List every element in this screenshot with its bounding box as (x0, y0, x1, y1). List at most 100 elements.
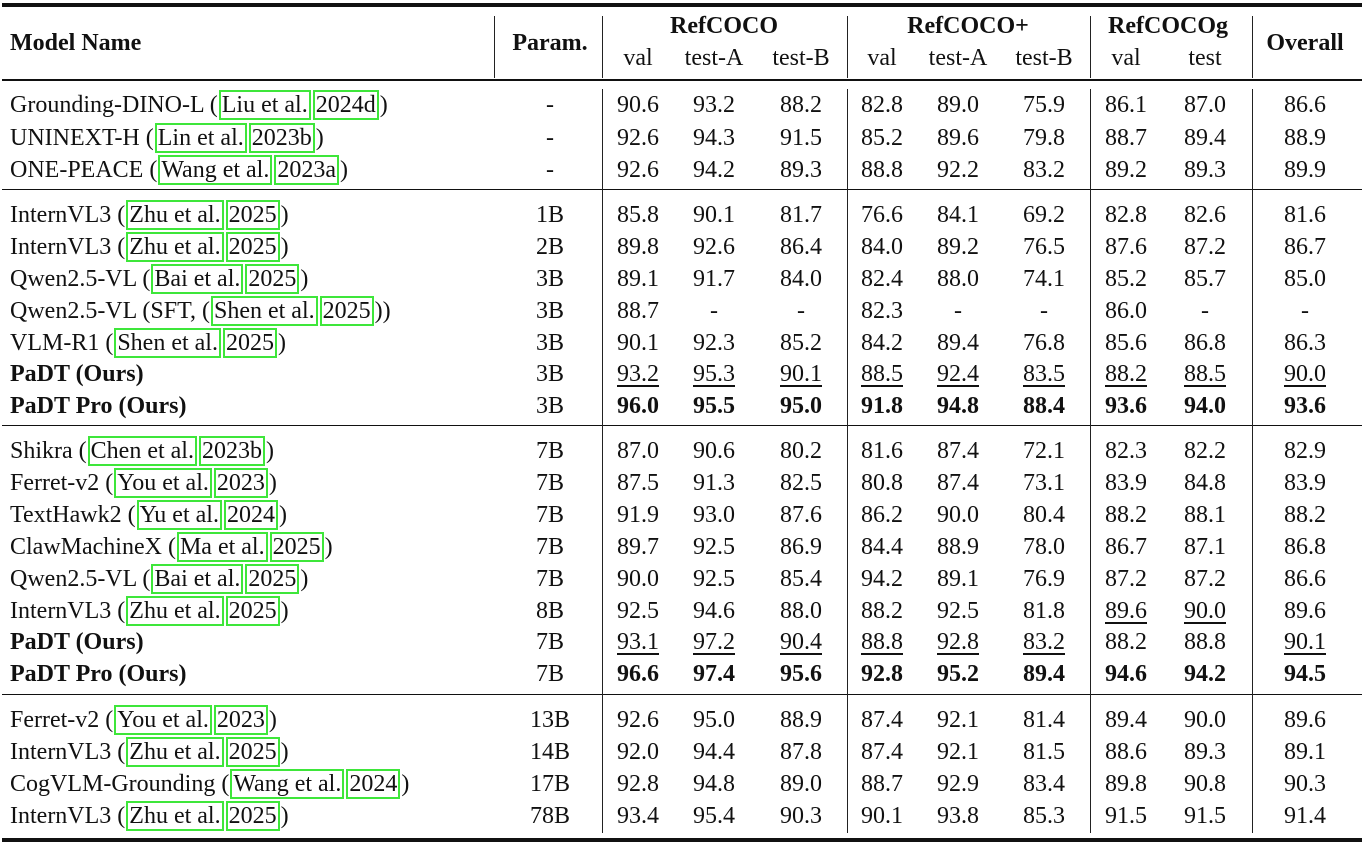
param-cell: 3B (535, 266, 565, 292)
citation-link[interactable]: You et al. (114, 705, 212, 735)
param-cell: 7B (535, 502, 565, 528)
param-cell: 3B (535, 393, 565, 419)
score-cell: 95.0 (693, 707, 735, 733)
score-cell: 91.8 (861, 393, 903, 419)
score-cell: 89.6 (1105, 598, 1147, 624)
citation-link[interactable]: 2023 (213, 468, 268, 498)
citation-link[interactable]: Shen et al. (210, 296, 318, 326)
subheader-val: val (623, 45, 653, 71)
score-cell: 92.5 (937, 598, 979, 624)
score-cell: 97.2 (693, 629, 735, 655)
model-name: InternVL3 (Zhu et al. 2025) (10, 737, 289, 767)
citation-link[interactable]: Wang et al. (230, 769, 345, 799)
model-name-suffix: ) (265, 438, 274, 464)
score-cell: 85.2 (861, 125, 903, 151)
score-cell: 87.2 (1184, 566, 1226, 592)
citation-link[interactable]: Zhu et al. (126, 737, 224, 767)
score-cell: 92.6 (693, 234, 735, 260)
score-cell: 92.8 (617, 771, 659, 797)
citation-link[interactable]: 2025 (269, 532, 324, 562)
score-cell: 90.1 (617, 330, 659, 356)
score-cell: 83.2 (1023, 157, 1065, 183)
score-cell: 87.2 (1105, 566, 1147, 592)
score-cell: 82.2 (1184, 438, 1226, 464)
score-cell: 94.8 (693, 771, 735, 797)
horizontal-rule (2, 79, 1362, 81)
column-separator (602, 89, 604, 833)
citation-link[interactable]: 2025 (245, 264, 300, 294)
param-cell: 7B (535, 629, 565, 655)
score-cell: 73.1 (1023, 470, 1065, 496)
citation-link[interactable]: 2023b (248, 123, 315, 153)
score-cell: 95.4 (693, 803, 735, 829)
model-name-text: InternVL3 ( (10, 234, 126, 260)
citation-link[interactable]: Bai et al. (151, 264, 244, 294)
column-separator (847, 16, 849, 78)
header-model-name: Model Name (10, 30, 142, 56)
score-cell: 83.5 (1023, 361, 1065, 387)
score-cell: 85.0 (1284, 266, 1326, 292)
citation-link[interactable]: Shen et al. (114, 328, 221, 358)
score-cell: 94.6 (693, 598, 735, 624)
citation-link[interactable]: 2023a (274, 155, 340, 185)
citation-link[interactable]: 2025 (245, 564, 300, 594)
citation-link[interactable]: 2025 (319, 296, 374, 326)
citation-link[interactable]: 2025 (225, 200, 280, 230)
column-separator (494, 16, 496, 78)
citation-link[interactable]: 2025 (225, 232, 280, 262)
score-cell: 94.2 (861, 566, 903, 592)
citation-link[interactable]: 2025 (225, 801, 280, 831)
score-cell: - (710, 298, 718, 324)
citation-link[interactable]: Zhu et al. (126, 232, 224, 262)
citation-link[interactable]: 2025 (222, 328, 277, 358)
model-name: InternVL3 (Zhu et al. 2025) (10, 596, 289, 626)
score-cell: 76.6 (861, 202, 903, 228)
score-cell: 82.5 (780, 470, 822, 496)
score-cell: 88.2 (1105, 629, 1147, 655)
score-cell: 85.8 (617, 202, 659, 228)
score-cell: 86.7 (1284, 234, 1326, 260)
score-cell: 86.6 (1284, 566, 1326, 592)
score-cell: 88.8 (861, 157, 903, 183)
citation-link[interactable]: Liu et al. (218, 90, 311, 120)
citation-link[interactable]: You et al. (114, 468, 212, 498)
citation-link[interactable]: 2025 (225, 737, 280, 767)
score-cell: 72.1 (1023, 438, 1065, 464)
score-cell: 97.4 (693, 661, 735, 687)
score-cell: 81.5 (1023, 739, 1065, 765)
score-cell: - (1040, 298, 1048, 324)
score-cell: 83.4 (1023, 771, 1065, 797)
citation-link[interactable]: 2024d (312, 90, 379, 120)
citation-link[interactable]: 2024 (223, 500, 278, 530)
citation-link[interactable]: Wang et al. (158, 155, 273, 185)
score-cell: 85.2 (1105, 266, 1147, 292)
score-cell: 88.0 (780, 598, 822, 624)
horizontal-rule (2, 189, 1362, 191)
citation-link[interactable]: Bai et al. (151, 564, 244, 594)
score-cell: 90.8 (1184, 771, 1226, 797)
citation-link[interactable]: 2024 (346, 769, 401, 799)
score-cell: 93.2 (617, 361, 659, 387)
score-cell: 80.8 (861, 470, 903, 496)
citation-link[interactable]: Zhu et al. (126, 801, 224, 831)
score-cell: 92.6 (617, 125, 659, 151)
citation-link[interactable]: Chen et al. (87, 436, 197, 466)
score-cell: 88.7 (1105, 125, 1147, 151)
score-cell: 79.8 (1023, 125, 1065, 151)
score-cell: 87.4 (861, 739, 903, 765)
model-name: Ferret-v2 (You et al. 2023) (10, 468, 277, 498)
citation-link[interactable]: Zhu et al. (126, 200, 224, 230)
citation-link[interactable]: Ma et al. (176, 532, 268, 562)
score-cell: 87.5 (617, 470, 659, 496)
param-cell: 1B (535, 202, 565, 228)
citation-link[interactable]: Yu et al. (136, 500, 222, 530)
score-cell: 92.1 (937, 707, 979, 733)
citation-link[interactable]: 2025 (225, 596, 280, 626)
citation-link[interactable]: Zhu et al. (126, 596, 224, 626)
model-name-suffix: ) (324, 534, 333, 560)
citation-link[interactable]: 2023 (213, 705, 268, 735)
results-table: Model Name Param. RefCOCO RefCOCO+ RefCO… (2, 3, 1362, 842)
param-cell: 13B (529, 707, 571, 733)
citation-link[interactable]: Lin et al. (154, 123, 247, 153)
citation-link[interactable]: 2023b (198, 436, 265, 466)
